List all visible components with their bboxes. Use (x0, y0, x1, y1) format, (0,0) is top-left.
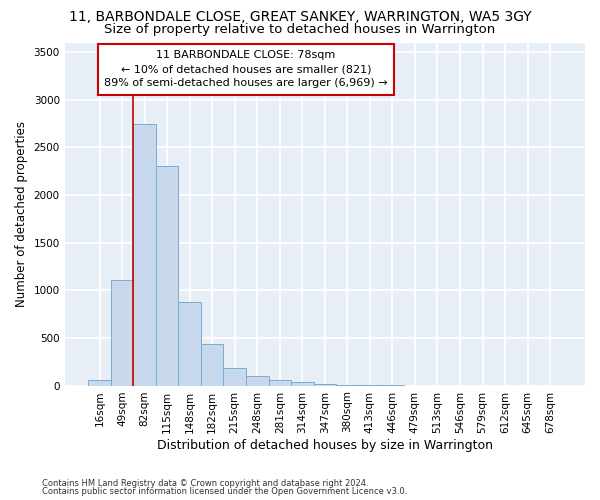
Text: Size of property relative to detached houses in Warrington: Size of property relative to detached ho… (104, 22, 496, 36)
Bar (269, 380, 291, 386)
Bar (201, 344, 223, 386)
Bar (246, 376, 269, 386)
Text: Contains HM Land Registry data © Crown copyright and database right 2024.: Contains HM Land Registry data © Crown c… (42, 478, 368, 488)
Bar (88, 380, 111, 386)
Bar (178, 302, 201, 386)
Bar (111, 280, 133, 386)
X-axis label: Distribution of detached houses by size in Warrington: Distribution of detached houses by size … (157, 440, 493, 452)
Y-axis label: Number of detached properties: Number of detached properties (15, 121, 28, 307)
Bar (223, 368, 246, 386)
Text: 11 BARBONDALE CLOSE: 78sqm
← 10% of detached houses are smaller (821)
89% of sem: 11 BARBONDALE CLOSE: 78sqm ← 10% of deta… (104, 50, 388, 88)
Bar (314, 384, 336, 386)
Bar (156, 166, 178, 386)
Text: Contains public sector information licensed under the Open Government Licence v3: Contains public sector information licen… (42, 487, 407, 496)
Bar (336, 384, 359, 386)
Text: 11, BARBONDALE CLOSE, GREAT SANKEY, WARRINGTON, WA5 3GY: 11, BARBONDALE CLOSE, GREAT SANKEY, WARR… (68, 10, 532, 24)
Bar (291, 382, 314, 386)
Bar (133, 124, 156, 386)
